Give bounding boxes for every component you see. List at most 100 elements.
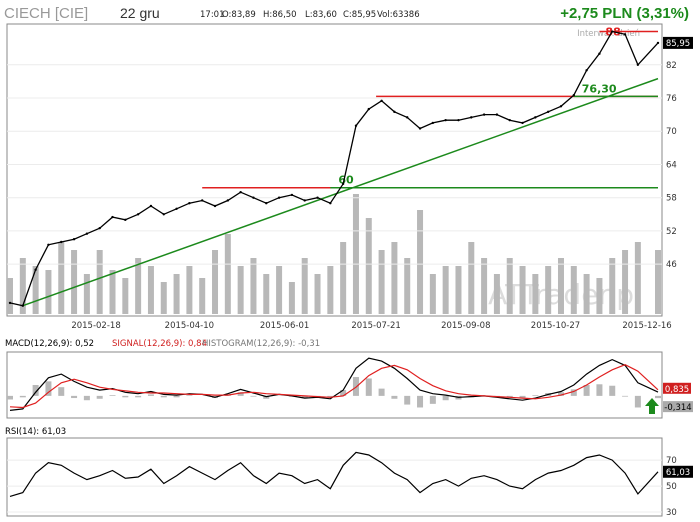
histogram-bar	[19, 395, 26, 398]
price-point	[341, 182, 345, 186]
histogram-bar	[340, 390, 347, 396]
volume-bar	[417, 210, 424, 314]
watermark: ATTrader.pl	[488, 278, 642, 311]
volume-bar	[237, 266, 244, 314]
y-tick-label: 58	[666, 194, 677, 204]
price-point	[201, 199, 204, 202]
volume-bar	[570, 266, 577, 314]
price-point	[265, 202, 268, 205]
volume-bar	[545, 266, 552, 314]
volume-bar	[71, 250, 78, 314]
volume-bar	[391, 242, 398, 314]
volume-bar	[32, 266, 39, 314]
volume-bar	[455, 266, 462, 314]
volume-bar	[58, 242, 65, 314]
x-tick-label: 2015-04-10	[165, 321, 214, 331]
volume-bar	[557, 258, 564, 314]
y-tick-label: 76	[666, 94, 677, 104]
quote-high: H:86,50	[263, 10, 297, 20]
y-tick-label: 64	[666, 160, 677, 170]
price-point	[47, 243, 50, 246]
histogram-bar	[45, 381, 52, 396]
volume-bar	[83, 274, 90, 314]
price-point	[431, 121, 435, 125]
price-point	[636, 63, 640, 66]
histogram-bar	[583, 385, 590, 396]
rsi-tick-label: 30	[666, 508, 677, 518]
macd-series: 0,835 -0,314	[7, 357, 693, 414]
instrument-title: CIECH [CIE]	[4, 5, 88, 22]
volume-bar	[45, 270, 52, 314]
x-tick-label: 2015-07-21	[351, 321, 400, 331]
histogram-bar	[71, 395, 78, 399]
price-point	[85, 232, 89, 235]
volume-bar	[147, 266, 154, 314]
price-point	[534, 116, 537, 119]
histogram-bar	[186, 395, 193, 396]
volume-bar	[19, 258, 26, 314]
histogram-bar	[58, 387, 65, 396]
volume-bar	[583, 274, 590, 314]
volume-bar	[186, 266, 193, 314]
volume-bar	[327, 266, 334, 314]
last-price-label: 85,95	[666, 39, 690, 49]
price-point	[316, 196, 319, 199]
volume-bar	[314, 274, 321, 314]
volume-bar	[263, 274, 270, 314]
quote-close: C:85,95	[343, 10, 376, 20]
histogram-bar	[122, 395, 129, 398]
price-panel-frame	[6, 23, 663, 317]
price-point	[175, 207, 178, 210]
y-tick-label: 52	[666, 227, 677, 237]
quote-low: L:83,60	[305, 10, 337, 20]
trendline	[22, 77, 659, 307]
price-point	[559, 105, 563, 108]
price-point	[495, 113, 499, 116]
signal-value-box	[663, 382, 691, 394]
histogram-value-box	[663, 401, 693, 413]
histogram-bar	[109, 395, 116, 396]
rsi-label: RSI(14): 61,03	[5, 427, 66, 437]
header: CIECH [CIE] 22 gru 17:01 O:83,89 H:86,50…	[4, 5, 689, 22]
histogram-bar	[135, 395, 142, 398]
price-point	[34, 268, 37, 271]
gridlines	[7, 64, 662, 265]
histogram-bar	[622, 395, 629, 397]
histogram-bar	[596, 384, 603, 396]
price-point	[585, 69, 588, 72]
histogram-bar	[237, 392, 244, 396]
interval-label: 22 gru	[120, 5, 160, 21]
price-point	[252, 196, 255, 199]
volume-bar	[493, 274, 500, 314]
y-tick-label: 70	[666, 127, 677, 137]
histogram-bar	[365, 378, 372, 396]
price-point	[406, 116, 409, 119]
price-point	[188, 202, 191, 205]
quote-volume: Vol:63386	[377, 10, 420, 20]
histogram-bar	[7, 395, 13, 400]
volume-bar	[481, 258, 488, 314]
price-point	[611, 30, 614, 33]
volume-bar	[634, 242, 641, 314]
price-point	[572, 94, 575, 97]
macd-label: MACD(12,26,9): 0,52	[5, 339, 94, 349]
histogram-bar	[250, 395, 257, 397]
price-point	[329, 202, 332, 205]
histogram-value-label: -0,314	[664, 403, 691, 413]
price-point	[124, 218, 127, 222]
histogram-bar	[404, 395, 411, 405]
price-point	[162, 213, 165, 216]
volume-bar	[596, 278, 603, 314]
volume-bar	[212, 250, 219, 314]
histogram-bar	[417, 395, 424, 408]
price-point	[623, 33, 627, 36]
histogram-bar	[442, 395, 449, 401]
x-tick-label: 2015-09-08	[441, 321, 490, 331]
volume-bar	[224, 234, 231, 314]
price-point	[98, 226, 101, 230]
price-change: +2,75 PLN (3,31%)	[560, 5, 689, 22]
volume-bar	[352, 194, 359, 314]
volume-bar	[7, 278, 13, 314]
rsi-series: 30 50 70 61,03	[7, 451, 693, 518]
